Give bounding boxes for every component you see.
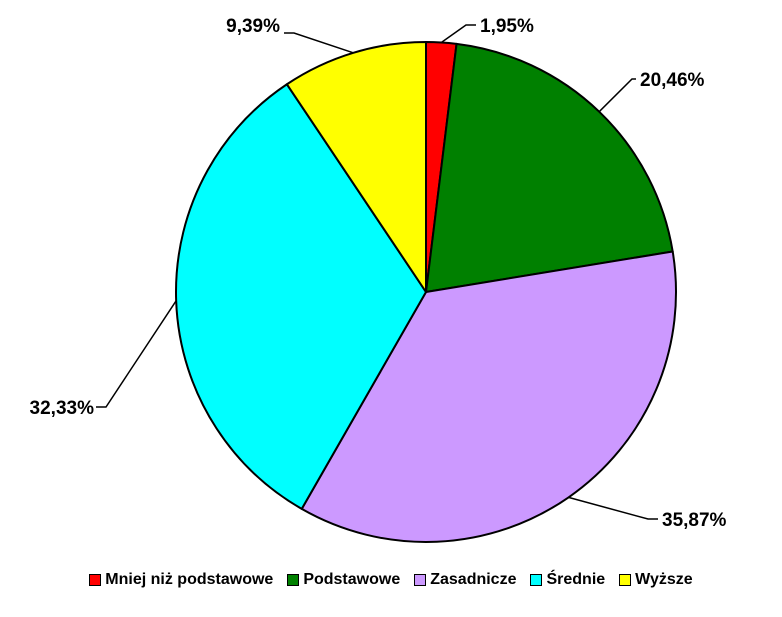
data-label-podstawowe: 20,46% bbox=[640, 70, 705, 91]
leader-line-mniej-niz-podstawowe bbox=[441, 25, 476, 43]
pie-slice-podstawowe bbox=[426, 44, 673, 292]
data-label-srednie: 32,33% bbox=[30, 398, 95, 419]
data-label-wyzsze: 9,39% bbox=[226, 16, 280, 37]
legend-label-zasadnicze: Zasadnicze bbox=[430, 571, 516, 589]
legend-swatch-wyzsze bbox=[619, 574, 631, 586]
leader-line-wyzsze bbox=[284, 33, 353, 53]
legend-label-srednie: Średnie bbox=[546, 571, 605, 589]
legend-item-zasadnicze: Zasadnicze bbox=[414, 571, 516, 589]
data-label-zasadnicze: 35,87% bbox=[662, 510, 727, 531]
pie-slices bbox=[176, 42, 676, 542]
leader-line-srednie bbox=[96, 301, 176, 407]
legend: Mniej niż podstawowe Podstawowe Zasadnic… bbox=[0, 571, 782, 589]
legend-swatch-podstawowe bbox=[287, 574, 299, 586]
data-label-mniej-niz-podstawowe: 1,95% bbox=[480, 16, 534, 37]
legend-label-wyzsze: Wyższe bbox=[635, 571, 693, 589]
legend-swatch-zasadnicze bbox=[414, 574, 426, 586]
legend-item-wyzsze: Wyższe bbox=[619, 571, 693, 589]
legend-item-podstawowe: Podstawowe bbox=[287, 571, 400, 589]
legend-label-mniej-niz-podstawowe: Mniej niż podstawowe bbox=[105, 571, 273, 589]
legend-swatch-mniej-niz-podstawowe bbox=[89, 574, 101, 586]
legend-label-podstawowe: Podstawowe bbox=[303, 571, 400, 589]
legend-swatch-srednie bbox=[530, 574, 542, 586]
leader-line-podstawowe bbox=[599, 79, 636, 112]
legend-item-srednie: Średnie bbox=[530, 571, 605, 589]
leader-line-zasadnicze bbox=[569, 497, 659, 519]
legend-item-mniej-niz-podstawowe: Mniej niż podstawowe bbox=[89, 571, 273, 589]
